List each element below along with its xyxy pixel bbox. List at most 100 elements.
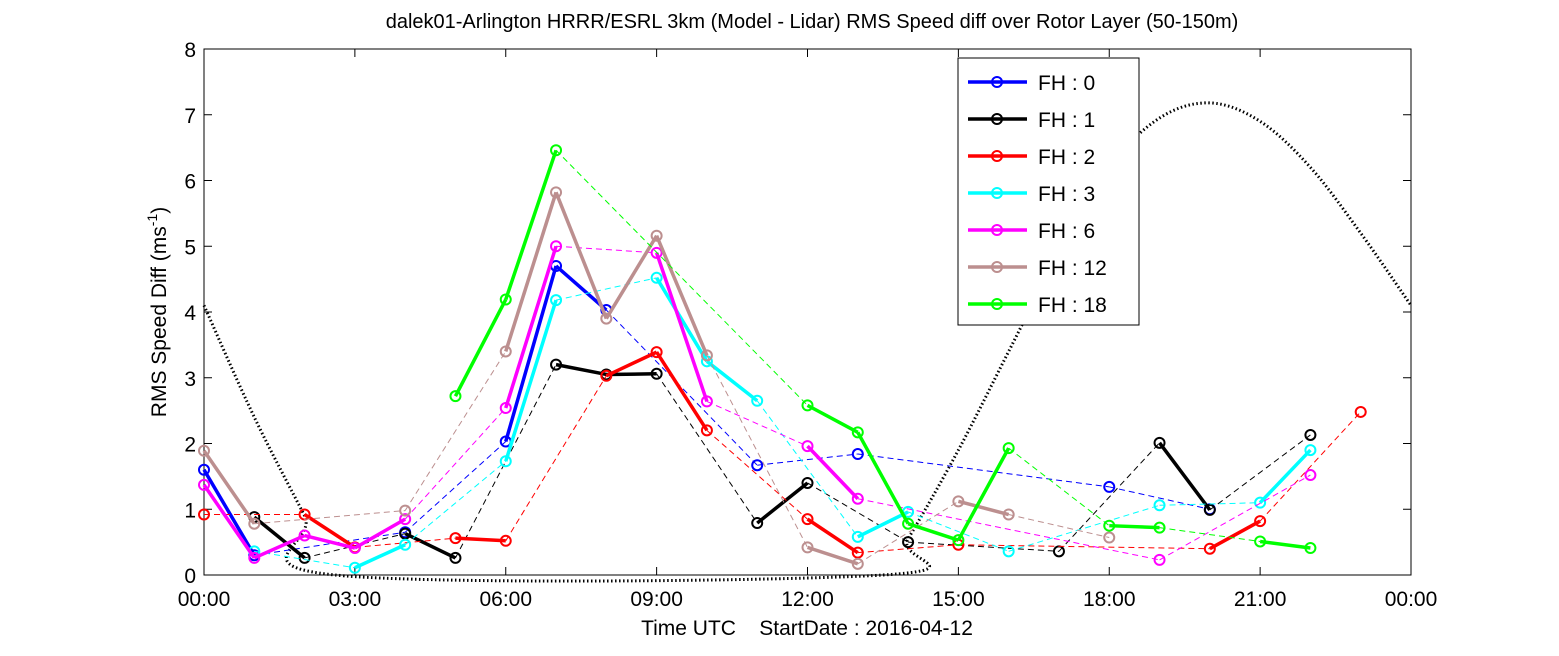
legend-marker <box>991 113 1003 125</box>
data-point <box>1304 469 1317 482</box>
data-point <box>1103 519 1116 532</box>
series-segment <box>1158 441 1212 511</box>
series-segment <box>604 234 659 320</box>
series-segment <box>806 545 859 566</box>
series-segment <box>303 513 356 549</box>
series-segment <box>504 265 558 443</box>
data-point <box>348 542 361 555</box>
y-tick-label: 6 <box>184 171 196 194</box>
series-gap-segment <box>857 544 959 554</box>
data-point <box>902 536 915 549</box>
data-point <box>650 346 663 359</box>
series-segment <box>202 468 256 557</box>
data-point <box>1203 503 1216 516</box>
series-gap-segment <box>555 149 808 406</box>
series-segment <box>806 517 859 555</box>
series-gap-segment <box>958 544 1210 550</box>
data-point <box>198 478 210 491</box>
data-point <box>952 495 965 508</box>
series-gap-segment <box>756 400 859 538</box>
y-axis-label: RMS Speed Diff (ms-1) <box>144 207 171 417</box>
series-segment <box>554 264 608 312</box>
data-point <box>751 394 764 407</box>
data-point <box>650 229 663 242</box>
series-gap-segment <box>605 309 758 466</box>
series-gap-segment <box>857 453 1110 488</box>
data-point <box>248 551 261 564</box>
data-point <box>851 546 864 559</box>
series-segment <box>504 245 558 409</box>
data-point <box>650 246 663 259</box>
data-point <box>449 532 462 545</box>
data-point <box>298 529 311 542</box>
legend-label: FH : 0 <box>1038 72 1095 95</box>
data-point <box>952 534 965 547</box>
data-point <box>499 293 512 306</box>
legend: FH : 0 FH : 1 FH : 2 FH : 3 FH : 6 FH : 12 FH … <box>957 57 1140 326</box>
x-tick-label: 15:00 <box>932 588 985 611</box>
data-point <box>399 504 412 517</box>
data-point <box>851 448 864 461</box>
series-gap-segment <box>404 407 507 520</box>
series-segment <box>654 252 709 402</box>
y-tick-label: 3 <box>184 368 196 391</box>
x-axis-label: Time UTC StartDate : 2016-04-12 <box>641 617 973 640</box>
x-tick-label: 00:00 <box>178 588 231 611</box>
y-axis-label-end: ) <box>148 207 171 214</box>
series-segment <box>504 299 558 462</box>
data-point <box>851 426 864 439</box>
data-point <box>801 513 814 526</box>
series-segment <box>1259 539 1311 550</box>
data-point <box>751 459 764 472</box>
series-segment <box>354 543 406 570</box>
series-3 <box>248 271 1317 574</box>
x-tick-label: 18:00 <box>1083 588 1136 611</box>
data-point <box>550 294 563 307</box>
series-gap-segment <box>505 375 607 542</box>
series-gap-segment <box>907 511 1009 552</box>
data-point <box>399 538 412 551</box>
x-tick-label: 12:00 <box>781 588 834 611</box>
data-point <box>1002 442 1015 455</box>
data-point <box>1304 444 1317 457</box>
data-point <box>550 144 563 157</box>
series-gap-segment <box>254 510 406 525</box>
series-segment <box>806 444 860 500</box>
series-segment <box>655 235 709 357</box>
series-segment <box>907 522 959 542</box>
series-segment <box>304 533 356 550</box>
series-gap-segment <box>455 364 557 559</box>
legend-label: FH : 1 <box>1038 109 1095 132</box>
series-gap-segment <box>1008 447 1110 527</box>
data-point <box>700 349 713 362</box>
data-point <box>399 527 412 540</box>
legend-marker <box>991 76 1003 88</box>
legend-label: FH : 6 <box>1038 220 1095 243</box>
series-segment <box>555 362 607 377</box>
series-gap-segment <box>254 550 355 569</box>
y-tick-label: 4 <box>184 302 196 325</box>
series-segment <box>404 532 457 560</box>
series-gap-segment <box>1058 442 1160 552</box>
data-point <box>499 401 512 414</box>
data-point <box>449 551 462 564</box>
series-2 <box>198 346 1367 559</box>
series-segment <box>1258 448 1312 504</box>
legend-marker <box>991 187 1003 199</box>
series-segment <box>856 431 910 525</box>
data-point <box>1203 542 1216 555</box>
reference-curve-line <box>202 101 1413 583</box>
data-point <box>198 508 210 521</box>
data-point <box>801 476 814 489</box>
series-segment <box>957 499 1010 517</box>
data-point <box>801 541 814 554</box>
series-gap-segment <box>706 429 808 520</box>
series-segment <box>655 351 709 432</box>
series-segment <box>655 276 709 363</box>
y-tick-label: 0 <box>184 565 196 588</box>
series-segment <box>453 298 508 397</box>
series-gap-segment <box>1209 434 1311 511</box>
data-point <box>1002 545 1015 558</box>
series-lines <box>198 144 1367 574</box>
